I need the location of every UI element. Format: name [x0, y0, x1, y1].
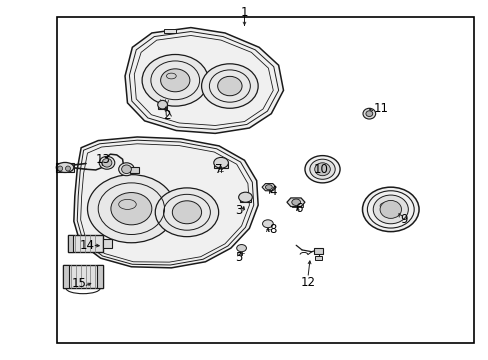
Ellipse shape	[362, 108, 375, 119]
Polygon shape	[74, 137, 258, 268]
Ellipse shape	[314, 163, 330, 176]
Ellipse shape	[379, 201, 401, 219]
Ellipse shape	[236, 244, 246, 252]
Text: 15: 15	[71, 278, 86, 291]
Bar	[97, 265, 103, 288]
Ellipse shape	[111, 193, 152, 225]
Polygon shape	[262, 184, 276, 191]
Bar	[214, 162, 227, 168]
Text: 13: 13	[96, 153, 110, 166]
Ellipse shape	[238, 192, 252, 202]
Ellipse shape	[155, 188, 218, 237]
Text: 6: 6	[295, 202, 302, 215]
Ellipse shape	[362, 187, 418, 231]
Ellipse shape	[119, 163, 134, 176]
Bar	[239, 197, 251, 202]
Ellipse shape	[365, 111, 372, 117]
Text: 8: 8	[268, 223, 276, 236]
Ellipse shape	[160, 69, 189, 92]
Ellipse shape	[262, 220, 273, 228]
Bar	[103, 239, 112, 248]
Ellipse shape	[56, 162, 74, 172]
Ellipse shape	[201, 64, 258, 108]
Ellipse shape	[65, 166, 70, 171]
Text: 2: 2	[163, 109, 170, 122]
Text: 7: 7	[215, 163, 223, 176]
Ellipse shape	[58, 166, 62, 171]
Ellipse shape	[291, 199, 300, 206]
Ellipse shape	[213, 157, 228, 168]
Bar	[57, 17, 473, 343]
Ellipse shape	[217, 76, 242, 96]
Bar	[56, 163, 74, 172]
Ellipse shape	[305, 156, 339, 183]
Bar	[68, 235, 73, 252]
Text: 12: 12	[300, 276, 315, 289]
Bar	[130, 167, 139, 173]
Text: 11: 11	[373, 102, 388, 115]
Text: 14: 14	[80, 239, 95, 252]
Bar	[68, 235, 103, 252]
Polygon shape	[286, 198, 305, 207]
Ellipse shape	[158, 100, 167, 109]
Ellipse shape	[102, 158, 112, 167]
Bar	[158, 103, 167, 109]
Text: 4: 4	[268, 185, 276, 198]
Ellipse shape	[372, 195, 407, 224]
Ellipse shape	[142, 54, 208, 106]
Text: 9: 9	[400, 213, 407, 226]
Ellipse shape	[87, 175, 175, 243]
Text: 3: 3	[234, 204, 242, 217]
Polygon shape	[125, 28, 283, 134]
Bar	[63, 265, 69, 288]
Text: 5: 5	[234, 251, 242, 264]
Ellipse shape	[172, 201, 201, 224]
Bar	[313, 248, 323, 253]
Ellipse shape	[265, 185, 272, 190]
Bar	[292, 202, 303, 207]
Bar	[63, 265, 103, 288]
Bar	[163, 29, 176, 33]
Ellipse shape	[122, 165, 131, 174]
Text: 10: 10	[313, 163, 328, 176]
Bar	[315, 256, 322, 260]
Ellipse shape	[309, 159, 334, 179]
Ellipse shape	[99, 156, 115, 169]
Text: 1: 1	[240, 6, 248, 19]
